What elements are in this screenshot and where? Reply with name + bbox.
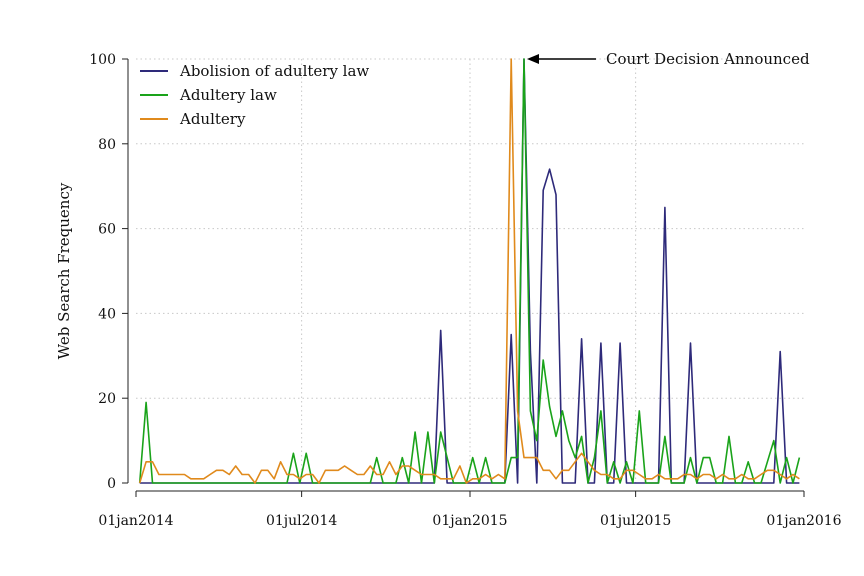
y-tick-label: 60: [98, 222, 116, 238]
grid-lines: [136, 58, 804, 483]
legend-label-2: Adultery law: [179, 86, 277, 104]
x-tick-label: 01jul2015: [600, 513, 671, 529]
y-tick-label: 80: [98, 137, 116, 153]
y-axis-title: Web Search Frequency: [55, 182, 73, 359]
y-tick-label: 100: [89, 52, 116, 68]
legend: Abolision of adultery law Adultery law Adu…: [140, 62, 369, 128]
annotation: Court Decision Announced: [526, 50, 810, 68]
legend-label-3: Adultery: [179, 110, 246, 128]
y-ticks: 0 20 40 60 80 100: [89, 52, 128, 492]
x-tick-label: 01jan2014: [98, 513, 173, 529]
series-lines: [138, 58, 801, 484]
annotation-arrowhead: [526, 54, 539, 64]
legend-label-1: Abolision of adultery law: [179, 62, 369, 80]
x-tick-label: 01jan2015: [432, 513, 507, 529]
y-tick-label: 40: [98, 306, 116, 322]
y-tick-label: 20: [98, 391, 116, 407]
series-line-3: [138, 58, 800, 484]
x-tick-label: 01jan2016: [766, 513, 841, 529]
x-ticks: 01jan2014 01jul2014 01jan2015 01jul2015 01ja…: [98, 491, 842, 529]
y-tick-label: 0: [107, 476, 116, 492]
x-tick-label: 01jul2014: [266, 513, 337, 529]
series-line-2: [138, 58, 801, 484]
annotation-text: Court Decision Announced: [606, 50, 810, 68]
